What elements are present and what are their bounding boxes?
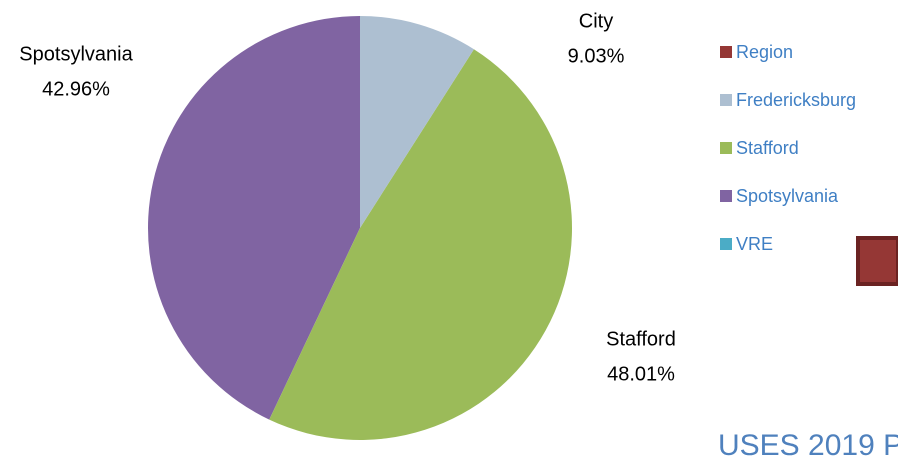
data-label-name: Stafford <box>606 328 676 350</box>
data-label-name: City <box>579 10 613 32</box>
data-label-value: 48.01% <box>607 363 675 385</box>
chart-title: USES 2019 POPULAT <box>718 429 898 462</box>
pie-slice <box>269 49 572 440</box>
data-label-value: 42.96% <box>42 78 110 100</box>
pie-slice <box>148 16 360 420</box>
legend-swatch <box>720 238 732 250</box>
data-label-value: 9.03% <box>568 45 625 67</box>
legend-label: Stafford <box>736 138 799 158</box>
data-label-name: Spotsylvania <box>19 43 133 65</box>
legend-label: Fredericksburg <box>736 90 856 110</box>
legend-swatch <box>720 142 732 154</box>
decor-box <box>856 236 898 286</box>
legend-swatch <box>720 94 732 106</box>
pie-slice <box>360 16 474 228</box>
legend-swatch <box>720 190 732 202</box>
legend-swatch <box>720 46 732 58</box>
legend-label: Region <box>736 42 793 62</box>
legend-label: VRE <box>736 234 773 254</box>
legend-label: Spotsylvania <box>736 186 839 206</box>
